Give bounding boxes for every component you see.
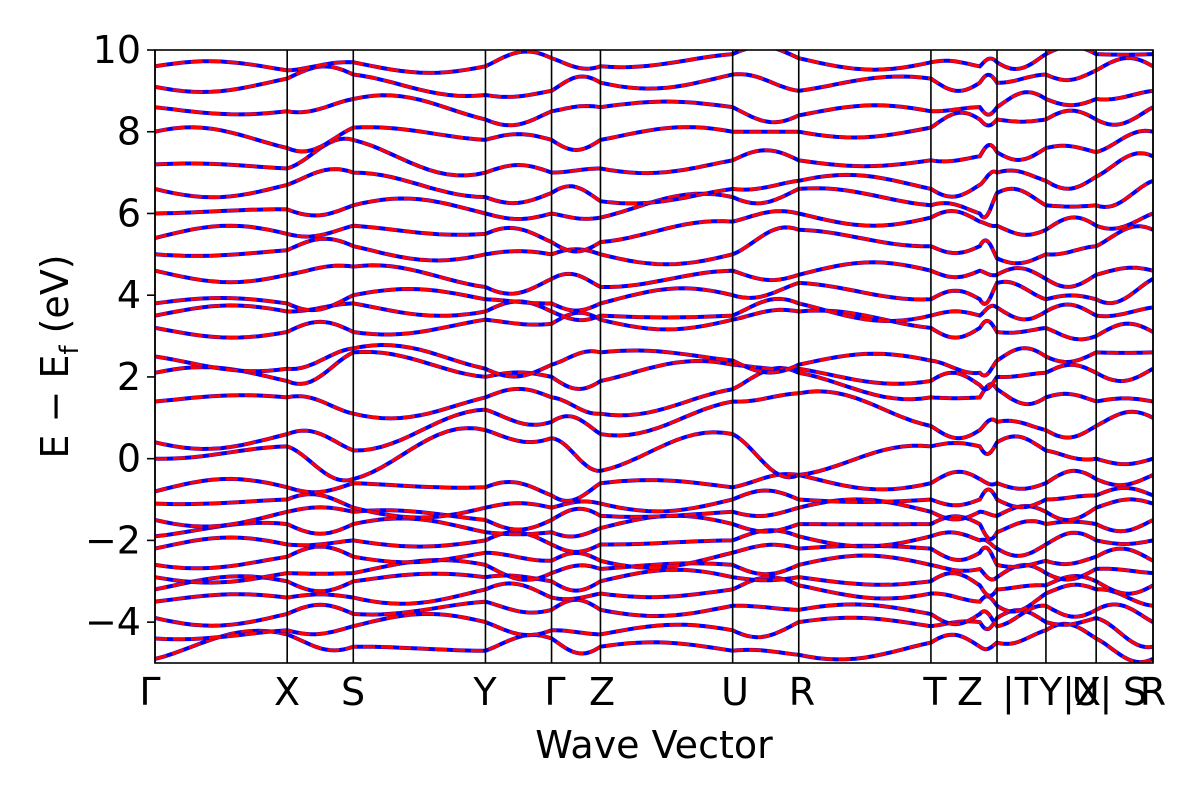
band-26-series-1 bbox=[155, 105, 1153, 154]
y-tick-label: 0 bbox=[117, 437, 141, 481]
x-tick-label: S bbox=[341, 670, 365, 714]
band-21-series-1 bbox=[155, 224, 1153, 266]
y-tick-label: 4 bbox=[117, 273, 141, 317]
y-tick-label: 6 bbox=[117, 191, 141, 235]
x-axis-ticks: Γ X S Y Γ Z U R T Z |T Y|XU| SR bbox=[139, 670, 1166, 715]
band-8-series-1 bbox=[155, 514, 1153, 541]
y-axis-label-sub: f bbox=[55, 345, 85, 355]
y-tick-label: −4 bbox=[85, 600, 141, 644]
x-tick-label: R bbox=[789, 670, 815, 714]
x-tick-label: S bbox=[1123, 670, 1147, 714]
band-1-series-1 bbox=[155, 608, 1153, 649]
band-6-series-1 bbox=[155, 543, 1153, 570]
y-axis-label-unit: (eV) bbox=[33, 254, 77, 345]
band-19-series-1 bbox=[155, 277, 1153, 313]
x-tick-label: Γ bbox=[544, 670, 565, 714]
band-9-series-1 bbox=[155, 497, 1153, 532]
band-lines bbox=[155, 50, 1153, 663]
x-tick-label: Y bbox=[472, 670, 497, 714]
x-tick-label: U| bbox=[1072, 670, 1113, 715]
band-5-series-1 bbox=[155, 553, 1153, 585]
band-20-series-1 bbox=[155, 260, 1153, 296]
y-axis-label-main: E − E bbox=[33, 355, 77, 459]
x-tick-label: X bbox=[274, 670, 300, 714]
band-28-series-1 bbox=[155, 56, 1153, 99]
band-27-series-1 bbox=[155, 89, 1153, 127]
plot-frame bbox=[154, 49, 1154, 664]
band-17-series-1 bbox=[155, 308, 1153, 342]
y-axis-label: E − Ef (eV) bbox=[33, 254, 85, 458]
x-tick-label: Z bbox=[589, 670, 615, 714]
band-13-series-0 bbox=[155, 389, 1153, 453]
x-tick-label: |T bbox=[1002, 670, 1039, 715]
x-tick-label: U bbox=[721, 670, 749, 714]
band-12-series-0 bbox=[155, 426, 1153, 483]
band-13-series-1 bbox=[155, 389, 1153, 453]
band-15-series-1 bbox=[155, 350, 1153, 391]
band-2-series-1 bbox=[155, 598, 1153, 628]
band-12-series-1 bbox=[155, 426, 1153, 483]
band-4-series-1 bbox=[155, 568, 1153, 598]
y-tick-label: −2 bbox=[85, 518, 141, 562]
band-25-series-1 bbox=[155, 129, 1153, 177]
x-tick-label: R bbox=[1140, 670, 1166, 714]
x-tick-label: T bbox=[922, 670, 947, 714]
band-0-series-0 bbox=[155, 621, 1153, 663]
y-tick-label: 10 bbox=[93, 28, 141, 72]
band-3-series-1 bbox=[155, 575, 1153, 614]
y-axis-ticks: −4 −2 0 2 4 6 8 10 bbox=[85, 28, 155, 644]
y-tick-label: 2 bbox=[117, 355, 141, 399]
band-11-series-1 bbox=[155, 469, 1153, 503]
x-tick-label: Γ bbox=[139, 670, 160, 714]
band-18-series-1 bbox=[155, 297, 1153, 323]
x-axis-label: Wave Vector bbox=[535, 723, 773, 767]
band-8-series-0 bbox=[155, 513, 1153, 542]
x-tick-label: Z bbox=[957, 670, 983, 714]
band-16-series-1 bbox=[155, 343, 1153, 379]
band-10-series-1 bbox=[155, 486, 1153, 520]
band-7-series-1 bbox=[155, 528, 1153, 558]
band-22-series-1 bbox=[155, 209, 1153, 254]
y-tick-label: 8 bbox=[117, 110, 141, 154]
band-23-series-1 bbox=[155, 179, 1153, 221]
band-24-series-1 bbox=[155, 151, 1153, 205]
band-29-series-1 bbox=[155, 50, 1153, 75]
x-tick-label: Y|X bbox=[1038, 670, 1101, 715]
